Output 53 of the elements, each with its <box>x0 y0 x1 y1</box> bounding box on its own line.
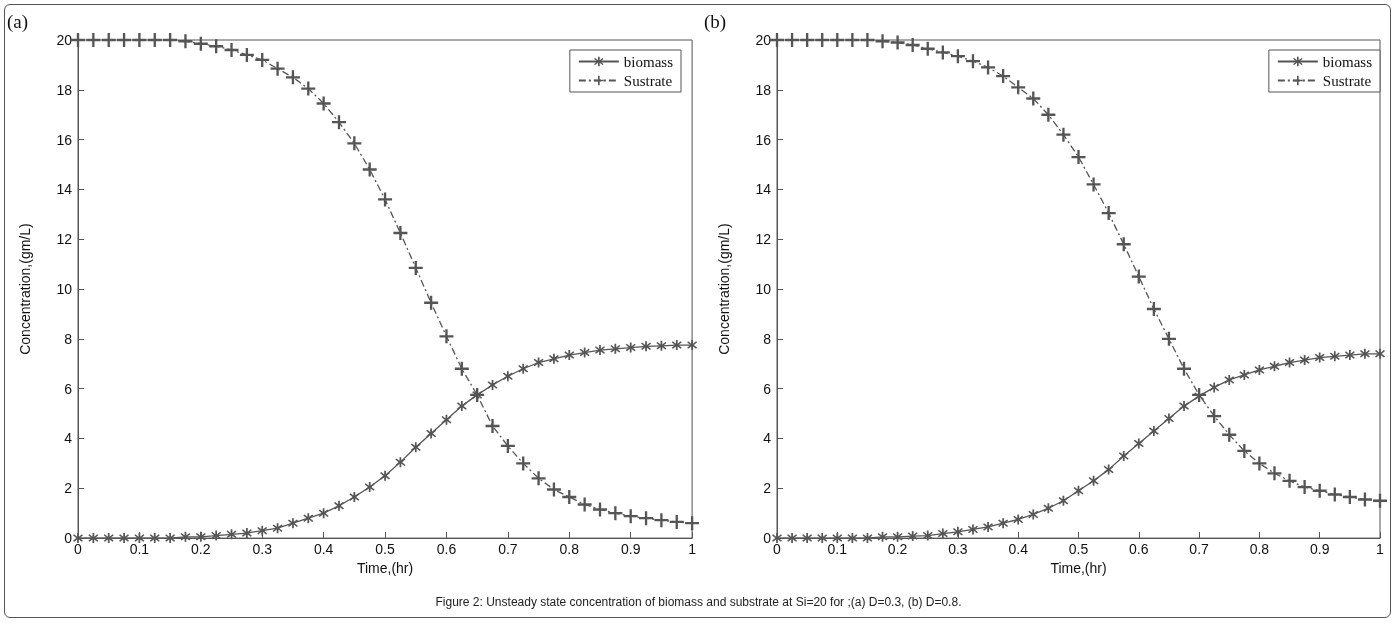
y-axis-title: Concentration,(gm/L) <box>17 223 33 355</box>
x-tick-label: 0.9 <box>620 541 641 558</box>
legend-label: Sustrate <box>623 72 673 89</box>
legend-label: biomass <box>1322 53 1372 70</box>
y-tick-label: 2 <box>64 480 73 497</box>
x-tick-label: 0.6 <box>1128 541 1149 558</box>
x-tick-label: 0.9 <box>1309 541 1330 558</box>
y-tick-label: 4 <box>762 430 771 447</box>
legend-label: biomass <box>623 53 674 70</box>
y-tick-label: 16 <box>56 131 73 148</box>
y-tick-label: 10 <box>754 281 771 298</box>
y-tick-label: 8 <box>762 330 771 347</box>
y-tick-label: 4 <box>64 430 73 447</box>
x-tick-label: 0.5 <box>1068 541 1088 558</box>
y-tick-label: 20 <box>754 32 771 48</box>
y-tick-label: 16 <box>754 131 771 148</box>
x-tick-label: 0.7 <box>1188 541 1209 558</box>
x-tick-label: 1 <box>688 541 697 558</box>
x-axis-title: Time,(hr) <box>1049 560 1107 576</box>
y-tick-label: 18 <box>56 81 73 98</box>
y-tick-label: 20 <box>56 32 73 48</box>
x-tick-label: 0.2 <box>887 541 908 558</box>
y-tick-label: 0 <box>64 530 73 547</box>
y-tick-label: 8 <box>64 330 73 347</box>
x-tick-label: 0.8 <box>1249 541 1269 558</box>
x-tick-label: 0.1 <box>827 541 847 558</box>
y-tick-label: 12 <box>754 231 771 248</box>
x-tick-label: 0.3 <box>252 541 273 558</box>
x-axis-title: Time,(hr) <box>356 560 414 576</box>
x-tick-label: 0.4 <box>313 541 334 558</box>
y-tick-label: 6 <box>762 380 771 397</box>
legend-label: Sustrate <box>1322 72 1371 89</box>
y-tick-label: 14 <box>56 181 73 198</box>
y-tick-label: 10 <box>56 281 73 298</box>
y-tick-label: 6 <box>64 380 73 397</box>
x-tick-label: 0.1 <box>129 541 150 558</box>
chart-title: (a) <box>7 11 29 33</box>
x-tick-label: 0.7 <box>498 541 518 558</box>
x-tick-label: 0.8 <box>559 541 580 558</box>
chart-title: (b) <box>703 11 726 33</box>
y-tick-label: 0 <box>762 530 771 547</box>
x-tick-label: 0.3 <box>947 541 968 558</box>
y-axis-title: Concentration,(gm/L) <box>715 223 732 355</box>
x-tick-label: 0.5 <box>375 541 395 558</box>
y-tick-label: 12 <box>56 231 73 248</box>
y-tick-label: 2 <box>762 480 771 497</box>
x-tick-label: 0.6 <box>436 541 457 558</box>
y-tick-label: 14 <box>754 181 771 198</box>
x-tick-label: 0.4 <box>1007 541 1028 558</box>
x-tick-label: 0.2 <box>191 541 211 558</box>
x-tick-label: 1 <box>1375 541 1384 558</box>
caption: Figure 2: Unsteady state concentration of biomass and substrate at Si=20 for ;(a) D=0.3, (b) D=0.8. <box>434 595 963 609</box>
y-tick-label: 18 <box>754 81 771 98</box>
